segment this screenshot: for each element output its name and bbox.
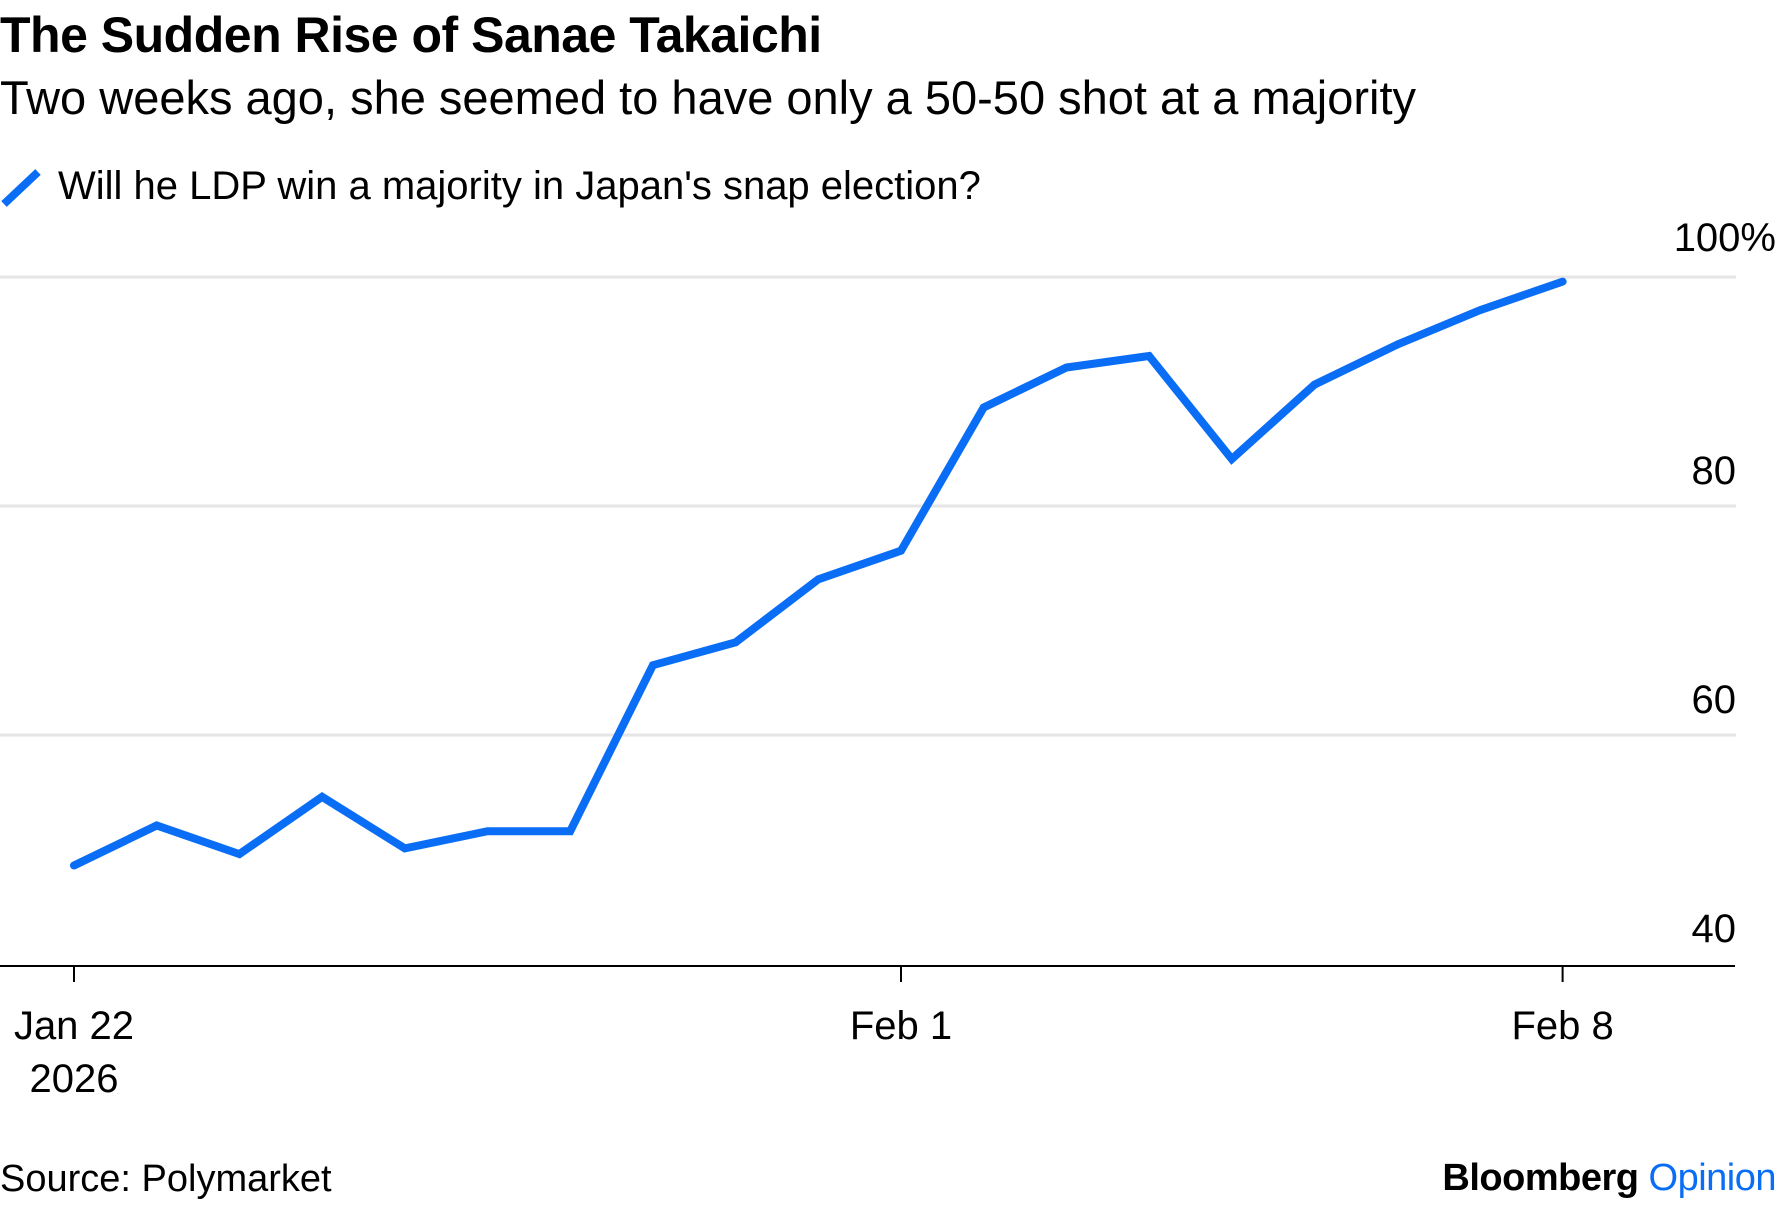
source-note: Source: Polymarket	[0, 1158, 332, 1200]
grid-lines	[0, 275, 1736, 737]
y-tick-label: 100%	[1674, 216, 1776, 260]
x-axis-ticks: Jan 22 2026 Feb 1 Feb 8	[14, 966, 1614, 1101]
chart-title: The Sudden Rise of Sanae Takaichi	[0, 7, 822, 63]
x-tick-label: Feb 8	[1511, 1004, 1613, 1048]
brand-name: Bloomberg	[1442, 1157, 1639, 1199]
legend-label: Will he LDP win a majority in Japan's sn…	[58, 163, 981, 208]
brand-sub: Opinion	[1648, 1157, 1776, 1199]
chart-subtitle: Two weeks ago, she seemed to have only a…	[0, 71, 1417, 124]
series-line	[70, 277, 1567, 870]
legend-swatch	[1, 169, 41, 207]
y-tick-label: 40	[1692, 907, 1737, 951]
brand-logo: Bloomberg Opinion	[1442, 1157, 1776, 1200]
y-tick-label: 80	[1692, 449, 1737, 493]
x-tick-label: Jan 22	[14, 1004, 134, 1048]
y-tick-label: 60	[1692, 678, 1737, 722]
legend-swatch-line	[1, 169, 41, 207]
x-tick-sublabel: 2026	[30, 1057, 119, 1101]
x-tick-label: Feb 1	[850, 1004, 952, 1048]
y-axis-labels: 40 60 80 100%	[1674, 216, 1776, 951]
legend: Will he LDP win a majority in Japan's sn…	[0, 160, 981, 212]
